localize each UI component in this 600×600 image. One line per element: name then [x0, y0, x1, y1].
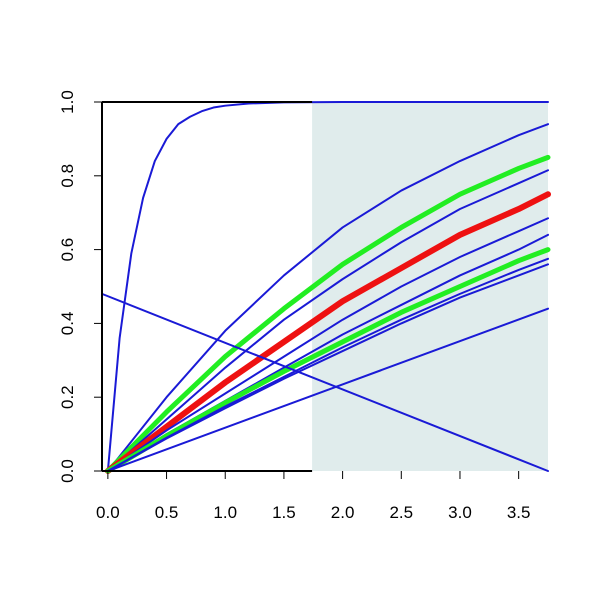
series-line-11 — [106, 307, 549, 472]
series-line-8 — [105, 247, 551, 474]
series-line-2 — [106, 123, 549, 472]
shaded-region — [312, 102, 548, 471]
series-line-12 — [101, 292, 549, 472]
series-line-6 — [106, 217, 549, 472]
x-tick-label: 2.0 — [331, 503, 355, 522]
x-tick-label: 3.0 — [448, 503, 472, 522]
series-line-1 — [106, 101, 549, 472]
series-line-5 — [104, 191, 551, 474]
x-tick-label: 2.5 — [389, 503, 413, 522]
y-tick-label: 0.2 — [58, 385, 77, 409]
plot-background — [312, 102, 548, 471]
y-tick-label: 1.0 — [58, 90, 77, 114]
ticks: 0.0 0.5 1.0 1.5 2.0 2.5 3.0 3.5 0.0 0.2 0.4 0.6 0.8 1… — [58, 90, 530, 522]
y-tick-label: 0.8 — [58, 164, 77, 188]
y-tick-label: 0.6 — [58, 238, 77, 262]
x-tick-label: 0.0 — [96, 503, 120, 522]
x-tick-label: 3.5 — [507, 503, 531, 522]
axes — [101, 101, 313, 472]
x-tick-label: 0.5 — [155, 503, 179, 522]
y-tick-label: 0.4 — [58, 312, 77, 336]
series-line-10 — [106, 263, 549, 472]
x-tick-label: 1.5 — [272, 503, 296, 522]
x-tick-label: 1.0 — [213, 503, 237, 522]
series-line-4 — [106, 169, 549, 472]
y-tick-label: 0.0 — [58, 459, 77, 483]
series-line-3 — [105, 154, 551, 474]
series-layer — [101, 101, 551, 474]
